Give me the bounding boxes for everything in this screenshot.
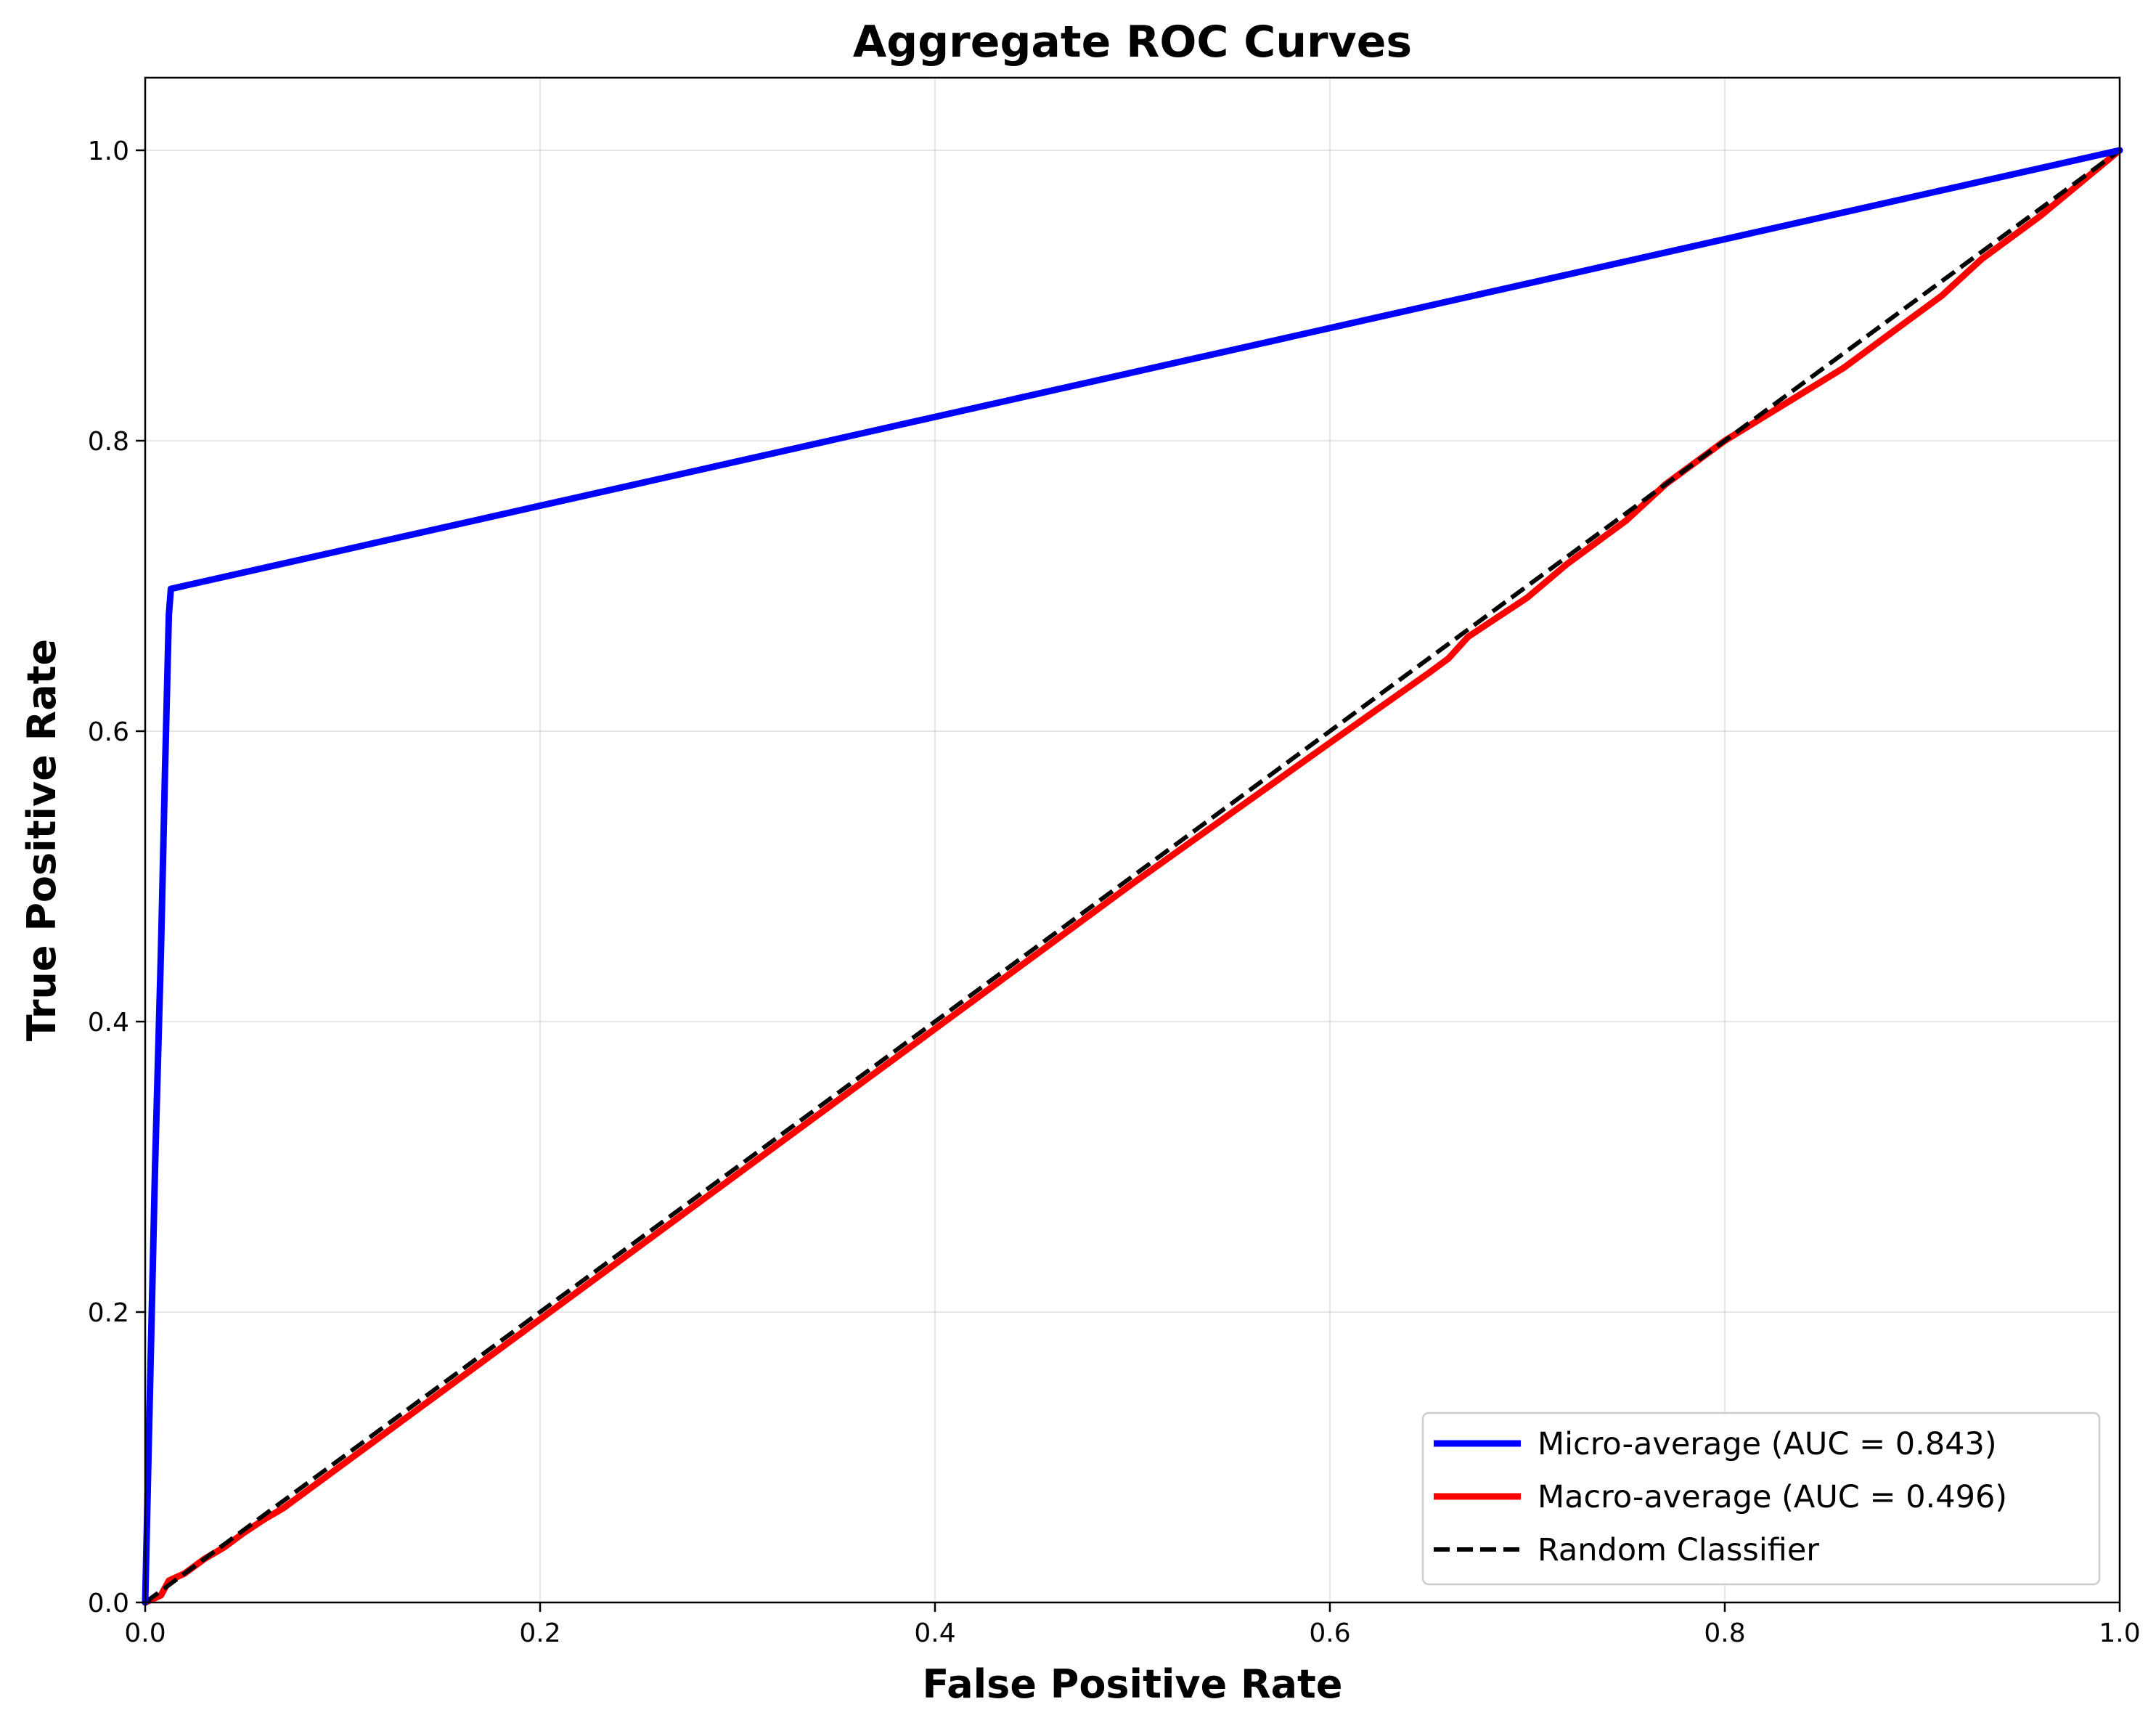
x-tick-label: 0.6	[1309, 1618, 1350, 1648]
series-line-2	[144, 148, 2121, 1605]
x-tick-label: 0.8	[1704, 1618, 1745, 1648]
legend-label-1: Macro-average (AUC = 0.496)	[1538, 1479, 2007, 1515]
chart-title: Aggregate ROC Curves	[853, 17, 1412, 68]
legend-label-2: Random Classifier	[1538, 1532, 1819, 1568]
legend-label-0: Micro-average (AUC = 0.843)	[1538, 1426, 1997, 1462]
y-tick-label: 0.8	[88, 427, 129, 457]
y-tick-label: 1.0	[88, 137, 129, 166]
series-line-1	[142, 147, 2123, 1606]
grid-lines	[144, 78, 2120, 1603]
plot-frame	[144, 76, 2121, 1604]
y-tick-label: 0.2	[88, 1298, 129, 1328]
x-axis-label: False Positive Rate	[923, 1661, 1343, 1707]
x-tick-label: 0.0	[124, 1618, 166, 1648]
legend-box	[1421, 1412, 2101, 1586]
x-tick-label: 0.2	[519, 1618, 560, 1648]
series-line-0	[142, 147, 2123, 1606]
series-lines	[142, 147, 2123, 1606]
y-tick-label: 0.6	[88, 717, 129, 747]
axis-ticks: 0.0 0.2 0.4 0.6 0.8 1.0 0.0 0.2 0.4 0.6 0.8 1.0	[88, 137, 2141, 1648]
y-tick-label: 0.0	[88, 1589, 129, 1618]
x-tick-label: 0.4	[914, 1618, 955, 1648]
y-tick-label: 0.4	[88, 1008, 129, 1038]
legend: Micro-average (AUC = 0.843) Macro-average…	[1421, 1412, 2101, 1586]
x-tick-label: 1.0	[2099, 1618, 2140, 1648]
y-axis-label: True Positive Rate	[19, 639, 65, 1041]
